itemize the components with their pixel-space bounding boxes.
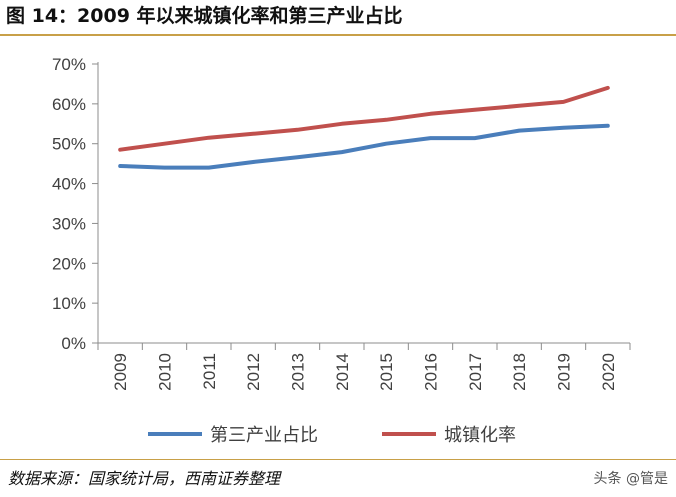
legend: 第三产业占比 城镇化率 bbox=[148, 425, 516, 446]
title-divider bbox=[0, 34, 676, 36]
x-tick-label: 2011 bbox=[200, 353, 219, 390]
x-tick-label: 2019 bbox=[555, 353, 574, 391]
x-tick-label: 2020 bbox=[599, 353, 618, 391]
y-tick-label: 0% bbox=[61, 334, 86, 353]
x-tick-label: 2014 bbox=[333, 353, 352, 391]
y-tick-label: 30% bbox=[52, 214, 86, 233]
x-tick-label: 2012 bbox=[244, 353, 263, 391]
x-tick-label: 2015 bbox=[377, 353, 396, 391]
line-chart: 0% 10% 20% 30% 40% 50% 60% 70% 2009 2010 2011 2012… bbox=[52, 55, 631, 446]
y-tick-label: 50% bbox=[52, 135, 86, 154]
series-line-2 bbox=[118, 85, 610, 152]
legend-label-1: 第三产业占比 bbox=[210, 425, 318, 446]
series-lines bbox=[118, 85, 610, 170]
series-line-1 bbox=[118, 123, 610, 170]
y-tick-label: 70% bbox=[52, 55, 86, 74]
figure-title: 图 14：2009 年以来城镇化率和第三产业占比 bbox=[6, 5, 403, 27]
x-tick-label: 2009 bbox=[111, 353, 130, 391]
x-tick-label: 2013 bbox=[289, 353, 308, 391]
x-tick-label: 2016 bbox=[422, 353, 441, 391]
y-tick-label: 20% bbox=[52, 254, 86, 273]
y-tick-label: 40% bbox=[52, 175, 86, 194]
x-tick-label: 2010 bbox=[156, 353, 175, 391]
y-tick-label: 60% bbox=[52, 95, 86, 114]
y-tick-label: 10% bbox=[52, 294, 86, 313]
x-tick-label: 2017 bbox=[466, 353, 485, 391]
x-axis: 2009 2010 2011 2012 2013 2014 2015 2016 2017 2018… bbox=[97, 342, 631, 391]
x-tick-label: 2018 bbox=[510, 353, 529, 391]
legend-label-2: 城镇化率 bbox=[444, 425, 516, 446]
footer-divider bbox=[0, 459, 676, 460]
y-axis: 0% 10% 20% 30% 40% 50% 60% 70% bbox=[52, 55, 99, 353]
watermark: 头条 @管是 bbox=[593, 471, 668, 487]
data-source-note: 数据来源：国家统计局，西南证券整理 bbox=[8, 469, 281, 488]
